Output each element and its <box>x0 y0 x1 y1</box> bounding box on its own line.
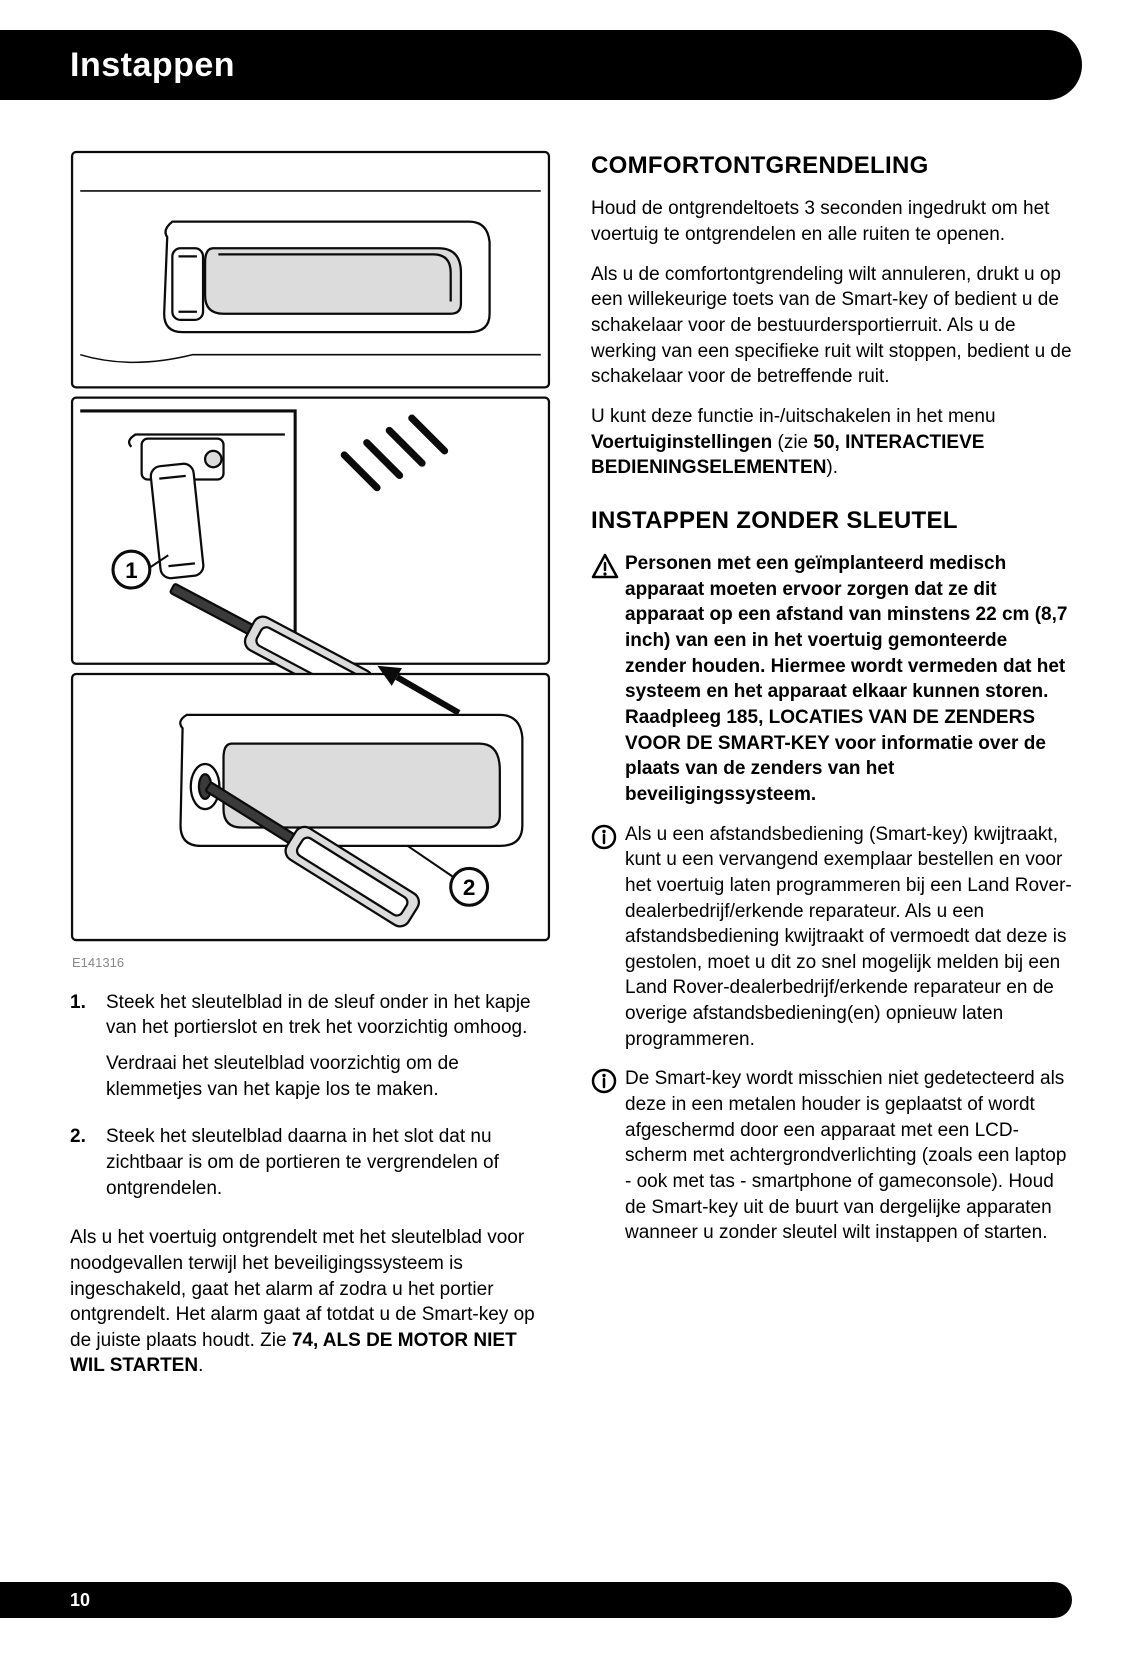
section-heading: INSTAPPEN ZONDER SLEUTEL <box>591 505 1072 537</box>
text-run: Voertuiginstellingen <box>591 432 772 453</box>
body-para: Houd de ontgrendeltoets 3 seconden inged… <box>591 196 1072 247</box>
info-icon <box>591 822 625 1053</box>
step-text: Steek het sleutelblad in de sleuf onder … <box>106 990 551 1113</box>
warning-icon <box>591 551 625 807</box>
step-para: Steek het sleutelblad in de sleuf onder … <box>106 990 551 1041</box>
text-run: ). <box>826 457 838 478</box>
content-columns: 1 <box>70 150 1072 1393</box>
text-run: (zie <box>772 432 813 453</box>
alarm-note: Als u het voertuig ontgrendelt met het s… <box>70 1225 551 1379</box>
text-run: U kunt deze functie in-/uitschakelen in … <box>591 406 996 427</box>
step-number: 2. <box>70 1124 106 1211</box>
page-title: Instappen <box>70 46 235 85</box>
info-note: Als u een afstandsbediening (Smart-key) … <box>591 822 1072 1053</box>
instruction-figure: 1 <box>70 150 551 948</box>
info-note: De Smart-key wordt misschien niet gedete… <box>591 1066 1072 1245</box>
page-header: Instappen <box>0 30 1082 100</box>
page-footer: 10 <box>0 1582 1072 1618</box>
warning-text: Personen met een geïmplanteerd medisch a… <box>625 551 1072 807</box>
body-para: Als u de comfortontgrendeling wilt annul… <box>591 262 1072 390</box>
info-icon <box>591 1066 625 1245</box>
step-number: 1. <box>70 990 106 1113</box>
figure-callout-2: 2 <box>463 875 476 900</box>
body-para: U kunt deze functie in-/uitschakelen in … <box>591 404 1072 481</box>
warning-note: Personen met een geïmplanteerd medisch a… <box>591 551 1072 807</box>
page-number: 10 <box>70 1590 90 1611</box>
info-text: Als u een afstandsbediening (Smart-key) … <box>625 822 1072 1053</box>
step-para: Steek het sleutelblad daarna in het slot… <box>106 1124 551 1201</box>
info-text: De Smart-key wordt misschien niet gedete… <box>625 1066 1072 1245</box>
text-run: . <box>198 1355 203 1376</box>
step-para: Verdraai het sleutelblad voorzichtig om … <box>106 1051 551 1102</box>
list-item: 2. Steek het sleutelblad daarna in het s… <box>70 1124 551 1211</box>
section-heading: COMFORTONTGRENDELING <box>591 150 1072 182</box>
left-column: 1 <box>70 150 551 1393</box>
step-text: Steek het sleutelblad daarna in het slot… <box>106 1124 551 1211</box>
figure-callout-1: 1 <box>125 558 138 583</box>
figure-svg: 1 <box>70 150 551 948</box>
instruction-steps: 1. Steek het sleutelblad in de sleuf ond… <box>70 990 551 1211</box>
page: Instappen <box>0 0 1142 1654</box>
right-column: COMFORTONTGRENDELING Houd de ontgrendelt… <box>591 150 1072 1393</box>
figure-id: E141316 <box>72 954 551 972</box>
list-item: 1. Steek het sleutelblad in de sleuf ond… <box>70 990 551 1113</box>
